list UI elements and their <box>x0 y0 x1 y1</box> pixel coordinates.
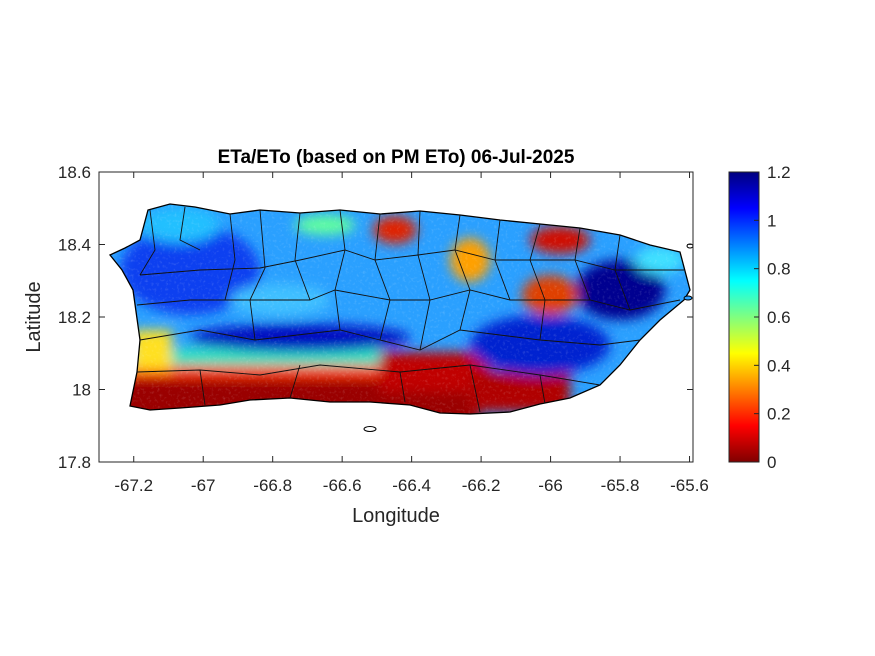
municipality-boundaries <box>136 206 684 413</box>
islet <box>683 295 693 301</box>
y-tick-label: 18.6 <box>58 163 91 182</box>
colorbar-tick-label: 0.2 <box>767 405 791 424</box>
colorbar-tick-label: 0 <box>767 453 776 472</box>
y-tick-label: 18 <box>72 381 91 400</box>
islet <box>363 426 377 432</box>
x-tick-label: -66.2 <box>462 476 501 495</box>
y-axis-ticks: 18.6 18.4 18.2 18 17.8 <box>58 163 693 472</box>
x-tick-label: -67 <box>191 476 216 495</box>
x-tick-label: -66.4 <box>392 476 431 495</box>
x-tick-label: -66.6 <box>323 476 362 495</box>
y-tick-label: 18.4 <box>58 236 91 255</box>
x-axis-ticks: -67.2 -67 -66.8 -66.6 -66.4 -66.2 -66 -65.8 -65.… <box>114 172 709 495</box>
y-tick-label: 17.8 <box>58 453 91 472</box>
x-tick-label: -65.6 <box>670 476 709 495</box>
y-tick-label: 18.2 <box>58 308 91 327</box>
island-outline <box>108 203 691 415</box>
colorbar-tick-label: 0.8 <box>767 260 791 279</box>
y-axis-label: Latitude <box>23 281 45 352</box>
colorbar-tick-label: 0.6 <box>767 308 791 327</box>
colorbar-tick-label: 1 <box>767 211 776 230</box>
x-tick-label: -66 <box>538 476 563 495</box>
chart-title: ETa/ETo (based on PM ETo) 06-Jul-2025 <box>218 147 575 168</box>
colorbar-tick-label: 0.4 <box>767 356 791 375</box>
x-axis-label: Longitude <box>352 505 440 527</box>
x-tick-label: -67.2 <box>114 476 153 495</box>
colorbar-ticks: 0 0.2 0.4 0.6 0.8 1 1.2 <box>754 163 791 472</box>
colorbar-tick-label: 1.2 <box>767 163 791 182</box>
x-tick-label: -66.8 <box>253 476 292 495</box>
x-tick-label: -65.8 <box>601 476 640 495</box>
